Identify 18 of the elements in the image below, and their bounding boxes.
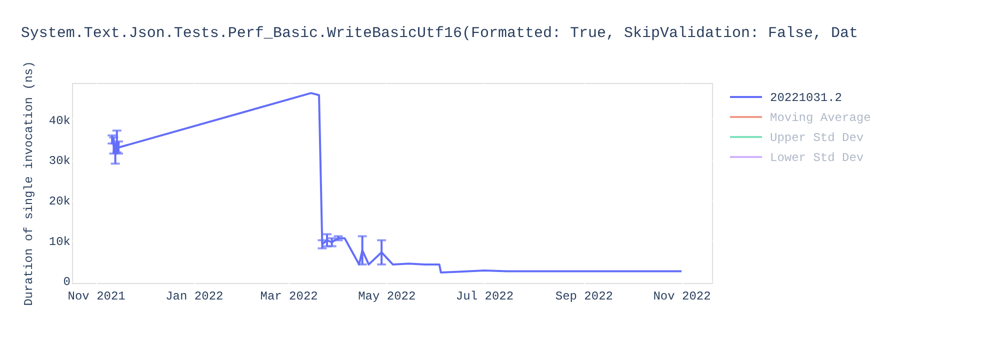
legend-label: Lower Std Dev — [770, 151, 864, 165]
legend-label: Upper Std Dev — [770, 131, 864, 145]
x-tick-label: Sep 2022 — [555, 290, 613, 304]
y-tick-label: 30k — [48, 154, 70, 168]
y-tick-label: 20k — [48, 194, 70, 208]
y-tick-label: 0 — [63, 275, 70, 290]
legend-label: 20221031.2 — [770, 91, 842, 105]
y-tick-label: 40k — [48, 114, 70, 128]
x-tick-label: Nov 2021 — [68, 290, 126, 304]
chart-title: System.Text.Json.Tests.Perf_Basic.WriteBasicUtf16(Formatted: True, SkipValidation: False, Dat — [20, 25, 858, 42]
y-axis-title: Duration of single invocation (ns) — [22, 61, 36, 306]
x-tick-label: Jan 2022 — [166, 290, 224, 304]
x-tick-label: Mar 2022 — [260, 290, 318, 304]
y-tick-label: 10k — [48, 234, 70, 249]
x-tick-label: May 2022 — [358, 290, 416, 304]
legend-label: Moving Average — [770, 111, 871, 125]
x-tick-label: Nov 2022 — [653, 290, 711, 304]
x-tick-label: Jul 2022 — [456, 290, 514, 304]
